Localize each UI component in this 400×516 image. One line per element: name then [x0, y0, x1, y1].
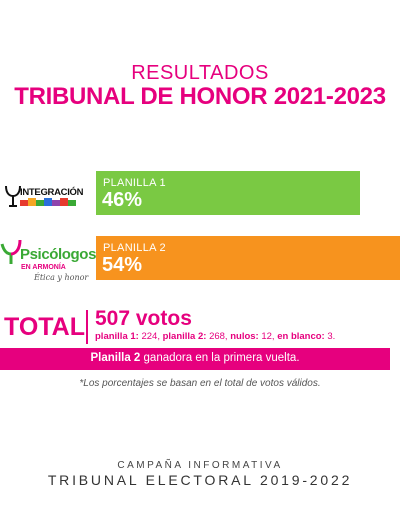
breakdown-value: 268,	[206, 331, 231, 342]
bar-value-planilla-1: 46%	[102, 189, 143, 211]
bar-planilla-1: PLANILLA 1 46%	[96, 171, 360, 215]
breakdown-value: 12,	[258, 331, 278, 342]
psicologos-emblem-icon	[0, 239, 22, 264]
psicologos-logo-name: Psicólogos	[20, 246, 97, 263]
bar-planilla-2: PLANILLA 2 54%	[96, 236, 400, 280]
winner-name: Planilla 2	[90, 352, 141, 364]
total-divider	[86, 310, 88, 344]
page-title: TRIBUNAL DE HONOR 2021-2023	[14, 83, 386, 110]
integracion-emblem-icon	[5, 185, 76, 207]
total-label: TOTAL	[4, 313, 86, 341]
tribunal-label: TRIBUNAL ELECTORAL 2019-2022	[47, 472, 353, 488]
psicologos-logo-tagline: Ética y honor	[34, 273, 89, 282]
winner-text: Planilla 2 ganadora en la primera vuelta…	[0, 352, 390, 364]
campaign-label: CAMPAÑA INFORMATIVA	[117, 460, 283, 471]
breakdown-label: nulos:	[230, 331, 259, 342]
integracion-logo: INTEGRACIÓN	[4, 180, 86, 212]
winner-banner: Planilla 2 ganadora en la primera vuelta…	[0, 348, 390, 370]
psicologos-logo: Psicólogos EN ARMONÍA Ética y honor	[0, 236, 96, 288]
winner-rest: ganadora en la primera vuelta.	[140, 352, 300, 364]
breakdown-label: en blanco:	[277, 331, 325, 342]
breakdown-value: 3.	[324, 331, 336, 342]
integracion-logo-text: INTEGRACIÓN	[20, 187, 84, 198]
bar-value-planilla-2: 54%	[102, 254, 143, 276]
colorful-figures-icon	[20, 198, 76, 206]
breakdown-label: planilla 2:	[162, 331, 207, 342]
votes-breakdown: planilla 1: 224, planilla 2: 268, nulos:…	[95, 331, 335, 342]
bar-label-planilla-2: PLANILLA 2	[103, 242, 166, 254]
bar-label-planilla-1: PLANILLA 1	[103, 177, 166, 189]
title-top: RESULTADOS	[131, 62, 269, 84]
footnote: *Los porcentajes se basan en el total de…	[79, 378, 321, 389]
breakdown-label: planilla 1:	[95, 331, 139, 342]
psicologos-logo-sub: EN ARMONÍA	[21, 264, 66, 271]
breakdown-value: 224,	[138, 331, 163, 342]
total-votes: 507 votos	[95, 307, 192, 330]
